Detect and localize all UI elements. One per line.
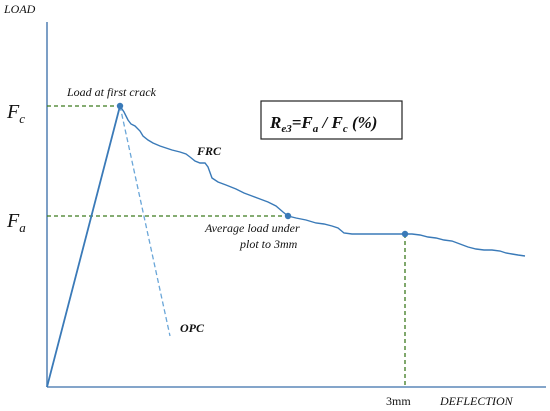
frc-label: FRC [196,144,222,158]
opc-label: OPC [180,321,205,335]
3mm-tick-label: 3mm [386,394,411,408]
fc-label: Fc [6,101,25,126]
first-crack-label: Load at first crack [66,85,157,99]
3mm-point [401,230,409,238]
formula-text: Re3=Fa / Fc (%) [269,113,377,135]
opc-curve [119,105,171,337]
average-load-label-line1: Average load under [204,221,300,235]
average-load-point [284,212,292,220]
first-crack-point [116,102,124,110]
frc-curve [119,105,526,257]
average-load-label-line2: plot to 3mm [239,237,298,251]
formula-box [260,100,403,140]
fa-label: Fa [6,210,26,235]
x-axis-title: DEFLECTION [439,394,514,408]
elastic-rise [46,105,121,388]
y-axis-title: LOAD [3,2,36,16]
